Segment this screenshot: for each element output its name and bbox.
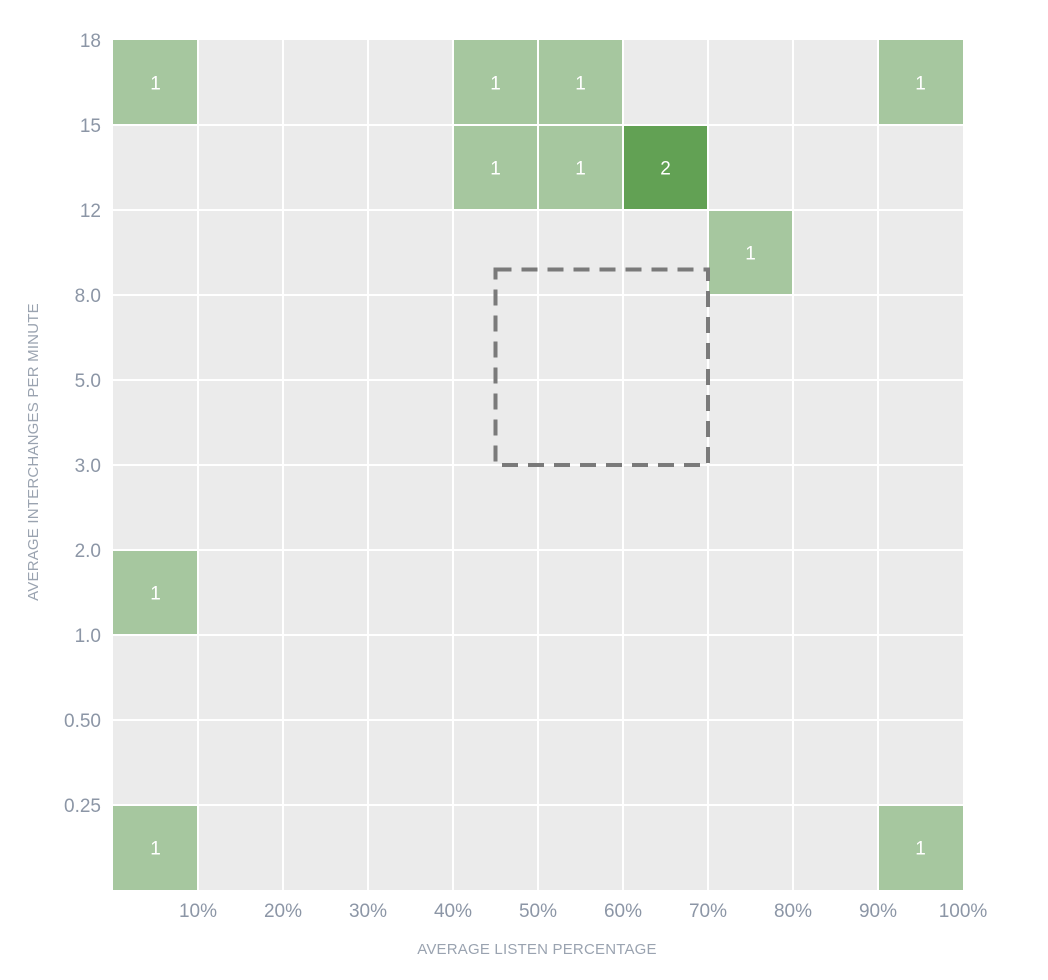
y-tick-label: 2.0 (75, 541, 101, 562)
x-tick-label: 40% (434, 901, 472, 922)
cell-value-label: 1 (490, 159, 501, 180)
heatmap-cell (113, 40, 198, 125)
heatmap-cell (113, 805, 198, 890)
heatmap-cell (538, 40, 623, 125)
x-tick-label: 80% (774, 901, 812, 922)
cell-value-label: 1 (915, 74, 926, 95)
cell-value-label: 1 (150, 74, 161, 95)
y-tick-label: 1.0 (75, 626, 101, 647)
y-tick-label: 15 (80, 116, 101, 137)
heatmap-cell (453, 40, 538, 125)
y-tick-label: 3.0 (75, 456, 101, 477)
y-tick-label: 18 (80, 31, 101, 52)
y-tick-label: 8.0 (75, 286, 101, 307)
highlight-region-group (493, 267, 710, 467)
cell-value-label: 1 (575, 74, 586, 95)
x-tick-label: 60% (604, 901, 642, 922)
x-tick-label: 70% (689, 901, 727, 922)
x-axis-ticks: 10% 20% 30% 40% 50% 60% 70% 80% 90% 100% (179, 901, 987, 922)
x-tick-label: 30% (349, 901, 387, 922)
highlight-region (493, 267, 710, 467)
cell-value-label: 2 (660, 159, 671, 180)
cell-value-label: 1 (150, 584, 161, 605)
heatmap-cell (113, 550, 198, 635)
x-tick-label: 20% (264, 901, 302, 922)
y-tick-label: 12 (80, 201, 101, 222)
cell-value-label: 1 (575, 159, 586, 180)
heatmap-cells: 1 1 1 1 1 1 2 1 1 1 1 (113, 40, 963, 890)
x-tick-label: 90% (859, 901, 897, 922)
grid-lines (113, 40, 963, 890)
cell-value-label: 1 (745, 244, 756, 265)
x-tick-label: 100% (939, 901, 988, 922)
x-tick-label: 10% (179, 901, 217, 922)
heatmap-cell (878, 40, 963, 125)
heatmap-cell (538, 125, 623, 210)
y-axis-ticks: 18 15 12 8.0 5.0 3.0 2.0 1.0 0.50 0.25 (64, 31, 101, 817)
y-tick-label: 0.25 (64, 796, 101, 817)
cell-value-label: 1 (915, 839, 926, 860)
heatmap-cell (708, 210, 793, 295)
cell-value-label: 1 (150, 839, 161, 860)
heatmap-cell (623, 125, 708, 210)
y-axis-title: AVERAGE INTERCHANGES PER MINUTE (25, 303, 42, 601)
heatmap-cell (453, 125, 538, 210)
cell-value-label: 1 (490, 74, 501, 95)
y-tick-label: 0.50 (64, 711, 101, 732)
x-axis-title: AVERAGE LISTEN PERCENTAGE (417, 941, 657, 958)
heatmap-cell (878, 805, 963, 890)
y-tick-label: 5.0 (75, 371, 101, 392)
x-tick-label: 50% (519, 901, 557, 922)
